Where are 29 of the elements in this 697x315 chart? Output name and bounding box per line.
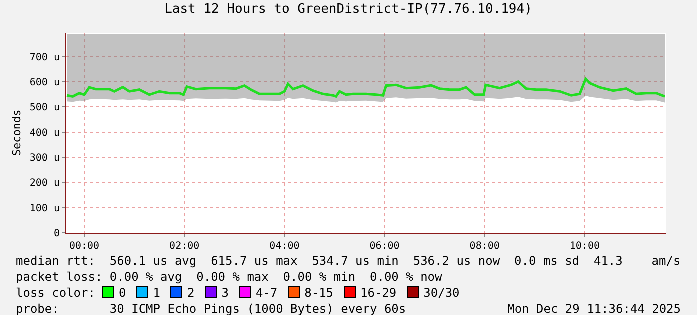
x-tick-label: 10:00 [570,241,600,252]
text: loss color: [16,286,96,300]
text: 3 [222,286,229,300]
text: packet loss: 0.00 % avg 0.00 % max 0.00 % min 0.00 % now [16,270,442,284]
line-series [66,78,666,98]
chart-title: Last 12 Hours to GreenDistrict-IP(77.76.10.194) [164,2,532,17]
y-tick-label: 300 u [30,153,60,164]
y-tick-label: 0 [54,228,60,240]
y-tick-label: 700 u [30,52,60,64]
y-tick-label: 200 u [30,178,60,190]
x-tick-label: 02:00 [170,241,200,252]
text: 4-7 [256,286,278,300]
text: median rtt: 560.1 us avg 615.7 us max 534.7 us min 536.2 us now 0.0 ms sd 41.3 am/s [16,254,681,268]
text: 1 [153,286,160,300]
x-tick-label: 04:00 [270,241,300,252]
y-tick-label: 500 u [30,102,60,114]
y-tick-label: 400 u [30,128,60,139]
y-axis-title: Seconds [10,110,24,156]
y-tick-label: 100 u [30,203,60,214]
text: 0 [119,286,126,300]
x-tick-label: 00:00 [69,241,100,252]
text: 30/30 [424,286,460,300]
text: 2 [187,286,195,300]
text: 8-15 [304,286,334,300]
x-tick-label: 08:00 [470,241,500,252]
text: 16-29 [360,286,397,300]
text: Mon Dec 29 11:36:44 2025 [508,302,681,315]
x-tick-label: 06:00 [370,241,400,252]
y-tick-label: 600 u [30,78,60,89]
